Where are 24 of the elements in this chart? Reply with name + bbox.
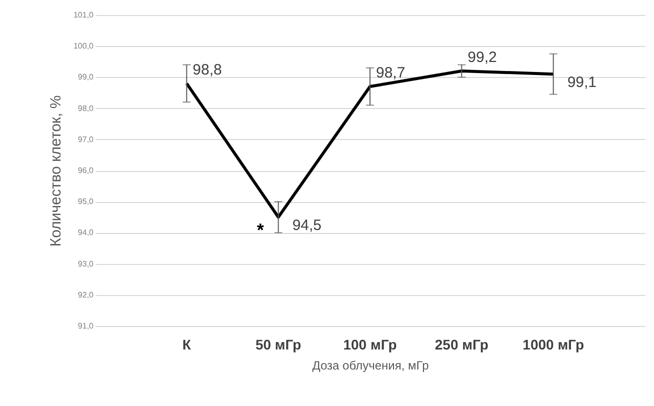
x-tick-label: 250 мГр (434, 336, 488, 352)
data-label: 98,7 (376, 64, 406, 82)
x-tick-label: 1000 мГр (522, 336, 584, 352)
x-tick-label: К (182, 336, 192, 352)
y-tick-label: 94,0 (78, 228, 94, 238)
y-tick-label: 101,0 (73, 10, 94, 20)
y-tick-label: 97,0 (78, 134, 94, 144)
y-tick-label: 99,0 (78, 72, 94, 82)
data-label: 99,1 (567, 74, 597, 92)
y-tick-label: 93,0 (78, 259, 94, 268)
x-tick-label: 100 мГр (343, 336, 397, 352)
data-label: 99,2 (468, 48, 497, 66)
y-tick-label: 100,0 (73, 42, 94, 51)
y-axis-title: Количество клеток, % (47, 95, 64, 247)
y-tick-label: 91,0 (78, 322, 94, 330)
y-tick-label: 95,0 (78, 197, 94, 206)
data-label: 98,8 (192, 61, 222, 78)
y-tick-label: 96,0 (78, 166, 94, 175)
data-label: 94,5 (292, 217, 322, 234)
y-tick-label: 98,0 (78, 104, 94, 113)
x-axis-title: Доза облучения, мГр (312, 358, 430, 372)
annotation: * (256, 220, 264, 240)
y-tick-label: 92,0 (78, 290, 94, 300)
x-tick-label: 50 мГр (255, 336, 302, 352)
